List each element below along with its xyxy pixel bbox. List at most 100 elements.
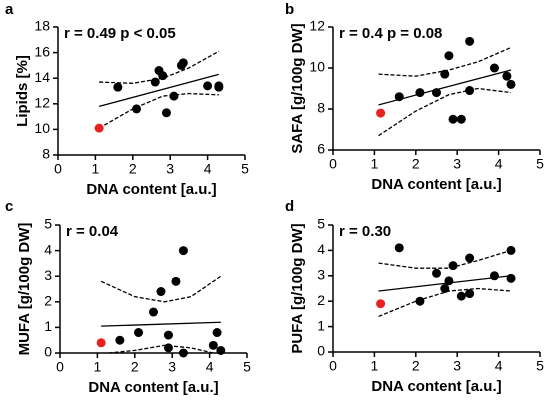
x-tick-label: 4 [204,161,212,177]
x-tick-label: 2 [412,358,420,374]
point [216,345,226,355]
panel-letter: b [285,1,294,18]
point [134,328,144,338]
fit-line [378,275,512,292]
x-tick-label: 3 [453,358,461,374]
panel: c 0 1 2 3 4 5 0 1 2 3 4 5 DNA content [a.u.] MUFA [g/1… [5,198,251,396]
point [156,287,166,297]
x-tick-label: 1 [94,359,102,375]
y-tick-label: 3 [317,267,325,283]
x-tick-label: 1 [371,358,379,374]
point [465,86,475,96]
point [113,82,123,92]
point [502,71,512,81]
point [432,88,441,98]
y-tick-label: 4 [317,241,325,257]
point [444,51,454,61]
x-tick-label: 2 [131,359,139,375]
point [149,307,158,317]
annotation: r = 0.49 p < 0.05 [64,25,176,42]
point [506,79,516,89]
y-tick-label: 5 [44,216,52,232]
point [489,271,499,281]
x-tick-label: 0 [54,161,62,177]
point [132,104,142,114]
x-tick-label: 5 [536,358,544,374]
x-tick-label: 0 [329,156,337,172]
y-tick-label: 8 [317,100,325,116]
fit-line [98,73,219,107]
annotation: r = 0.30 [339,223,391,240]
panel-letter: a [5,1,14,18]
point [456,114,466,124]
y-axis-label: SAFA [g/100g DW] [289,23,306,153]
x-tick-label: 0 [56,359,64,375]
y-tick-label: 0 [317,343,325,359]
x-tick-label: 1 [371,156,379,172]
point [376,108,386,118]
point [465,36,475,46]
y-tick-label: 4 [44,241,52,257]
x-axis-label: DNA content [a.u.] [371,176,501,193]
y-tick-label: 8 [42,146,50,162]
point [115,335,125,345]
point [376,299,386,309]
point [163,330,173,340]
y-tick-label: 2 [44,293,52,309]
point [506,273,516,283]
point [440,69,450,79]
point [161,108,171,118]
annotation: r = 0.04 [66,223,119,240]
point [465,253,475,263]
y-tick-label: 12 [34,95,50,111]
panel-letter: c [5,198,13,215]
confidence-band [100,275,222,303]
point [169,91,179,101]
point [444,276,454,286]
confidence-band [378,46,512,77]
y-axis-label: PUFA [g/100g DW] [289,223,306,353]
point [171,276,181,286]
point [415,296,425,306]
point [158,71,168,81]
point [456,291,466,301]
confidence-band [108,344,214,353]
point [203,81,213,91]
point [448,261,458,271]
point [415,88,425,98]
confidence-band [378,87,512,137]
y-tick-label: 0 [44,344,52,360]
annotation: r = 0.4 p = 0.08 [339,25,442,42]
point [394,92,404,102]
x-tick-label: 0 [329,358,337,374]
point [506,245,516,255]
y-axis-label: Lipids [%] [14,55,31,127]
point [448,114,458,124]
fit-line [101,321,221,327]
y-tick-label: 18 [34,18,50,34]
y-tick-label: 16 [34,43,50,59]
x-tick-label: 4 [495,156,503,172]
confidence-band [378,287,512,318]
x-tick-label: 4 [206,359,214,375]
x-axis-label: DNA content [a.u.] [88,379,218,396]
y-tick-label: 1 [317,317,325,333]
y-tick-label: 10 [309,59,325,75]
point [96,338,106,348]
y-tick-label: 3 [44,267,52,283]
x-axis-label: DNA content [a.u.] [371,378,501,395]
x-tick-label: 5 [536,156,544,172]
y-tick-label: 14 [34,69,50,85]
point [212,328,222,338]
x-tick-label: 3 [168,359,176,375]
y-tick-label: 2 [317,292,325,308]
y-tick-label: 5 [317,216,325,232]
x-tick-label: 5 [241,161,249,177]
panel-letter: d [285,198,294,215]
confidence-band [378,249,512,269]
panel: d 0 1 2 3 4 5 0 1 2 3 4 5 DNA content [a.u.] PUFA [g/1… [285,198,544,395]
point [150,77,160,87]
